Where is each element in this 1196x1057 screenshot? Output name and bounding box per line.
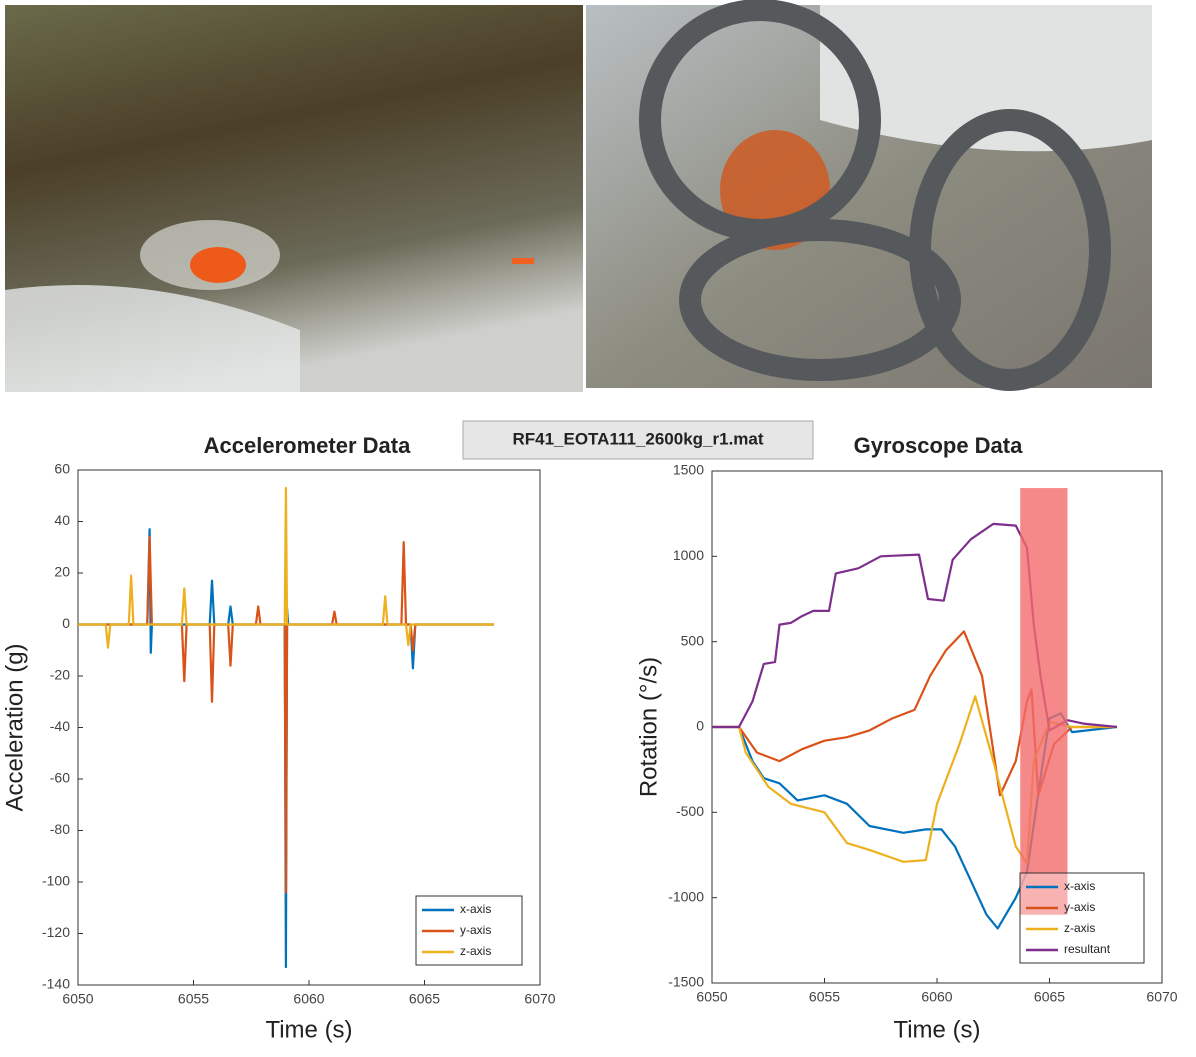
- y-tick-label: -100: [42, 873, 70, 889]
- series-line: [78, 486, 494, 649]
- y-tick-label: 0: [696, 718, 704, 734]
- legend: x-axis y-axis z-axis resultant: [1019, 872, 1145, 964]
- legend-label: x-axis: [460, 902, 491, 916]
- legend-label: y-axis: [1064, 900, 1095, 914]
- series-line: [78, 535, 494, 894]
- y-tick-label: -1000: [668, 888, 704, 904]
- chart-title: Accelerometer Data: [204, 433, 411, 458]
- y-tick-label: -20: [50, 667, 70, 683]
- y-tick-label: 500: [681, 632, 705, 648]
- chart-title: Gyroscope Data: [854, 433, 1023, 458]
- y-tick-label: -120: [42, 924, 70, 940]
- y-tick-label: 20: [54, 564, 70, 580]
- y-axis-label: Rotation (°/s): [635, 657, 662, 797]
- y-tick-label: 40: [54, 512, 70, 528]
- y-tick-label: -500: [676, 803, 704, 819]
- y-tick-label: 1500: [673, 462, 704, 478]
- x-axis-label: Time (s): [265, 1016, 352, 1043]
- y-axis-label: Acceleration (g): [1, 643, 28, 811]
- highlight-region: [1020, 488, 1068, 915]
- legend-label: z-axis: [460, 944, 491, 958]
- chart: Accelerometer Data Time (s) Acceleration (…: [1, 433, 555, 1044]
- x-tick-label: 6060: [921, 989, 952, 1005]
- file-label: RF41_EOTA111_2600kg_r1.mat: [462, 420, 814, 460]
- x-tick-label: 6050: [696, 989, 727, 1005]
- photo-left: [5, 5, 583, 392]
- y-tick-label: -1500: [668, 974, 704, 990]
- legend-box: [415, 895, 523, 966]
- file-name: RF41_EOTA111_2600kg_r1.mat: [512, 429, 763, 448]
- photo-right: [586, 0, 1152, 391]
- legend-label: x-axis: [1064, 879, 1095, 893]
- x-tick-label: 6065: [409, 991, 440, 1007]
- x-tick-label: 6070: [1146, 989, 1177, 1005]
- x-axis-label: Time (s): [893, 1016, 980, 1043]
- chart: Gyroscope Data Time (s) Rotation (°/s) 6050…: [635, 433, 1177, 1044]
- x-tick-label: 6060: [293, 991, 324, 1007]
- y-tick-label: 0: [62, 615, 70, 631]
- y-tick-label: 60: [54, 461, 70, 477]
- legend-label: y-axis: [460, 923, 491, 937]
- x-tick-label: 6070: [524, 991, 555, 1007]
- y-tick-label: -60: [50, 770, 70, 786]
- legend-label: resultant: [1064, 942, 1111, 956]
- y-tick-label: -140: [42, 976, 70, 992]
- y-tick-label: 1000: [673, 547, 704, 563]
- legend-label: z-axis: [1064, 921, 1095, 935]
- x-tick-label: 6055: [178, 991, 209, 1007]
- x-tick-label: 6050: [62, 991, 93, 1007]
- x-tick-label: 6065: [1034, 989, 1065, 1005]
- y-tick-label: -80: [50, 821, 70, 837]
- legend: x-axis y-axis z-axis: [415, 895, 523, 966]
- y-tick-label: -40: [50, 718, 70, 734]
- x-tick-label: 6055: [809, 989, 840, 1005]
